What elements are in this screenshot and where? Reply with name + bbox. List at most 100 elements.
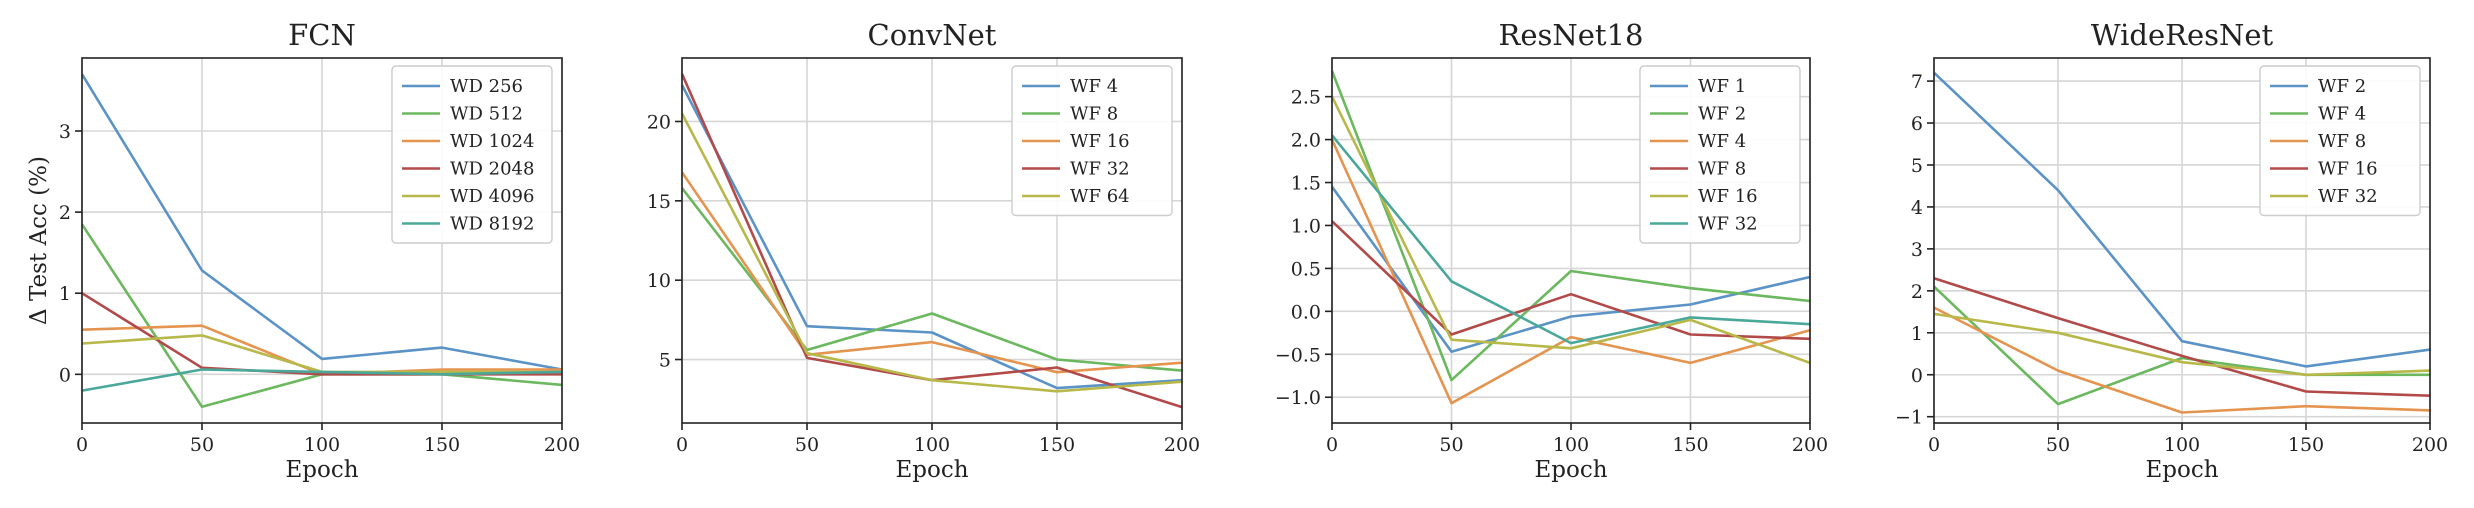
x-tick-label: 200	[1792, 434, 1828, 456]
chart-panel-4: 0 50 100 150 200−101234567WideResNetEpochWF …	[1895, 18, 2448, 483]
x-tick-label: 50	[1439, 434, 1463, 456]
legend: WF 4 WF 8 WF 16 WF 32 WF 64	[1011, 65, 1173, 217]
legend: WF 2 WF 4 WF 8 WF 16 WF 32	[2259, 65, 2421, 217]
x-tick-label: 150	[1672, 434, 1708, 456]
y-tick-label: −1	[1895, 407, 1923, 429]
y-tick-label: 6	[1911, 113, 1923, 135]
legend-label: WF 16	[1698, 186, 1758, 207]
legend-box	[2259, 65, 2421, 217]
legend-label: WF 8	[1070, 104, 1118, 125]
legend-label: WF 4	[2318, 104, 2366, 125]
y-axis-label: Δ Test Acc (%)	[26, 156, 52, 325]
y-tick-label: 5	[659, 350, 671, 372]
y-tick-label: 4	[1911, 197, 1923, 219]
chart-title: WideResNet	[2091, 18, 2274, 52]
series-line-1	[680, 84, 1183, 390]
y-tick-label: 1.5	[1291, 173, 1321, 195]
legend-label: WD 2048	[450, 159, 534, 180]
chart-title: ResNet18	[1499, 18, 1644, 52]
series-line-2	[1933, 285, 2430, 406]
y-tick-label: −1.0	[1275, 387, 1321, 409]
series-line-3	[1330, 139, 1811, 405]
series-line-3	[680, 171, 1183, 374]
x-tick-label: 200	[1164, 434, 1200, 456]
x-tick-label: 0	[76, 434, 88, 456]
legend-box	[1639, 65, 1801, 244]
x-axis-label: Epoch	[1534, 457, 1607, 483]
x-tick-label: 150	[1039, 434, 1075, 456]
series-line-3	[1933, 306, 2431, 414]
y-tick-label: 15	[647, 191, 671, 213]
x-axis-label: Epoch	[285, 457, 358, 483]
y-tick-label: 2	[59, 202, 71, 224]
legend-label: WF 16	[1070, 131, 1130, 152]
legend-label: WD 256	[450, 76, 523, 97]
x-tick-label: 100	[1553, 434, 1589, 456]
chart-title: ConvNet	[868, 18, 997, 52]
legend-box	[1011, 65, 1173, 217]
legend-label: WF 64	[1070, 186, 1130, 207]
legend-label: WD 1024	[450, 131, 534, 152]
legend-label: WD 4096	[450, 186, 534, 207]
legend-label: WD 8192	[450, 214, 534, 235]
legend-label: WF 2	[1698, 104, 1746, 125]
legend-label: WF 4	[1070, 76, 1118, 97]
y-tick-label: 0	[1911, 365, 1923, 387]
x-tick-label: 200	[2412, 434, 2448, 456]
y-tick-label: 2.0	[1291, 130, 1321, 152]
legend-label: WF 8	[1698, 159, 1746, 180]
legend-label: WF 4	[1698, 131, 1746, 152]
series-line-4	[1331, 220, 1811, 341]
y-tick-label: 5	[1911, 155, 1923, 177]
legend: WF 1 WF 2 WF 4 WF 8 WF 16 WF 32	[1639, 65, 1801, 244]
legend: WD 256 WD 512 WD 1024 WD 2048 WD 4096 WD 8192	[391, 65, 553, 244]
x-tick-label: 150	[2288, 434, 2324, 456]
legend-label: WF 8	[2318, 131, 2366, 152]
y-tick-label: 1	[1911, 323, 1923, 345]
legend-label: WF 32	[2318, 186, 2378, 207]
chart-title: FCN	[288, 18, 356, 52]
series-line-6	[81, 368, 563, 392]
legend-label: WF 32	[1698, 214, 1758, 235]
series-line-2	[1330, 70, 1811, 382]
y-tick-label: 2	[1911, 281, 1923, 303]
x-tick-label: 0	[676, 434, 688, 456]
legend-label: WF 1	[1698, 76, 1746, 97]
y-tick-label: 3	[59, 121, 71, 143]
chart-panel-3: 0 50 100 150 200 −1.0 −0.5 0.0 0.5 1.0 1.5 2.0 2.5 Re…	[1275, 18, 1828, 483]
y-tick-label: 0.5	[1291, 258, 1321, 280]
y-tick-label: 7	[1911, 71, 1923, 93]
x-tick-label: 100	[304, 434, 340, 456]
y-tick-label: 20	[647, 111, 671, 133]
y-tick-label: 1.0	[1291, 215, 1321, 237]
legend-label: WF 2	[2318, 76, 2366, 97]
y-tick-label: 2.5	[1291, 87, 1321, 109]
y-tick-label: −0.5	[1275, 344, 1321, 366]
x-tick-label: 50	[795, 434, 819, 456]
y-tick-label: 0.0	[1291, 301, 1321, 323]
series-line-1	[80, 73, 563, 371]
legend-label: WF 32	[1070, 159, 1130, 180]
legend-box	[391, 65, 553, 244]
y-tick-label: 3	[1911, 239, 1923, 261]
y-tick-label: 0	[59, 364, 71, 386]
x-tick-label: 50	[2046, 434, 2070, 456]
series-line-5	[680, 112, 1183, 393]
x-tick-label: 0	[1326, 434, 1338, 456]
x-tick-label: 200	[544, 434, 580, 456]
x-tick-label: 0	[1928, 434, 1940, 456]
series-line-5	[1330, 96, 1811, 365]
legend-label: WD 512	[450, 104, 523, 125]
x-tick-label: 150	[424, 434, 460, 456]
y-tick-label: 1	[59, 283, 71, 305]
legend-label: WF 16	[2318, 159, 2378, 180]
series-line-4	[1933, 277, 2431, 397]
x-tick-label: 100	[2164, 434, 2200, 456]
series-line-5	[1933, 312, 2431, 377]
series-line-6	[1330, 134, 1811, 345]
x-axis-label: Epoch	[2145, 457, 2218, 483]
x-tick-label: 50	[190, 434, 214, 456]
x-tick-label: 100	[914, 434, 950, 456]
